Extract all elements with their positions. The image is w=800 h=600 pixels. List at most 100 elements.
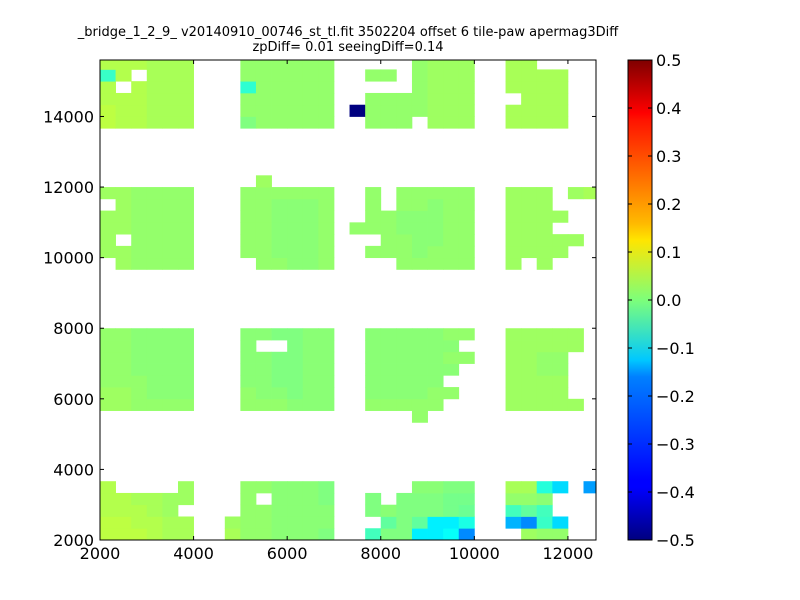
heatmap-cell [365,328,382,341]
heatmap-cell [146,116,163,129]
heatmap-cell [100,104,116,117]
heatmap-cell [458,481,475,494]
heatmap-cell [396,387,413,400]
heatmap-cell [458,528,475,541]
heatmap-cell [287,516,304,529]
heatmap-cell [583,481,597,494]
heatmap-cell [255,245,272,259]
heatmap-cell [146,340,163,353]
heatmap-cell [365,116,382,129]
heatmap-cell [318,92,335,106]
heatmap-cell [505,387,522,400]
heatmap-cell [178,60,194,70]
heatmap-cell [318,375,335,388]
heatmap-cell [427,340,444,353]
heatmap-cell [287,481,304,494]
heatmap-cell [271,257,288,270]
heatmap-cell [427,351,444,364]
heatmap-cell [411,328,428,341]
heatmap-cell [552,340,569,353]
heatmap-cell [162,234,179,247]
heatmap-cell [411,492,428,506]
heatmap-cell [536,387,553,400]
heatmap-cell [302,257,319,270]
heatmap-cell [287,210,304,223]
heatmap-cell [536,351,553,364]
heatmap-cell [505,481,522,494]
heatmap-cell [100,504,116,517]
heatmap-cell [396,328,413,341]
heatmap-cell [162,187,179,200]
heatmap-cell [380,104,397,117]
heatmap-cell [240,351,257,364]
heatmap-cell [287,81,304,94]
heatmap-cell [287,60,304,70]
heatmap-cell [240,492,257,506]
heatmap-cell [380,210,397,223]
heatmap-cell [505,187,522,200]
heatmap-cell [162,363,179,376]
heatmap-cell [396,257,413,270]
heatmap-cell [302,60,319,70]
colorbar-tick-label: 0.4 [656,99,681,118]
heatmap-cell [255,398,272,411]
heatmap-cell [458,210,475,223]
heatmap-cell [396,351,413,364]
heatmap-cell [115,198,132,211]
heatmap-cell [318,60,335,70]
heatmap-cell [443,198,460,211]
heatmap-cell [567,398,584,411]
heatmap-cell [396,116,413,129]
heatmap-cell [271,187,288,200]
plot-frame [99,59,597,541]
heatmap-cell [240,528,257,541]
heatmap-cell [396,363,413,376]
heatmap-cell [146,104,163,117]
heatmap-cell [552,375,569,388]
heatmap-cell [146,198,163,211]
heatmap-cell [396,528,413,541]
heatmap-cell [131,92,148,106]
heatmap-cell [318,351,335,364]
heatmap-cell [255,351,272,364]
heatmap-cell [521,60,538,70]
heatmap-cell [458,234,475,247]
heatmap-cell [115,363,132,376]
heatmap-cell [271,387,288,400]
chart-title: _bridge_1_2_9_ v20140910_00746_st_tl.fit… [77,25,619,40]
heatmap-cell [552,481,569,494]
heatmap-cell [427,504,444,517]
heatmap-cell [536,504,553,517]
heatmap-cell [427,398,444,411]
heatmap-cell [287,328,304,341]
heatmap-cell [162,328,179,341]
heatmap-cell [443,528,460,541]
heatmap-cell [521,528,538,541]
heatmap-cell [505,245,522,259]
heatmap-cell [178,69,194,82]
heatmap-cell [302,222,319,235]
heatmap-cell [302,245,319,259]
heatmap-cell [583,187,597,200]
heatmap-cell [365,245,382,259]
heatmap-cell [427,363,444,376]
heatmap-cell [100,210,116,223]
heatmap-cell [146,328,163,341]
heatmap-cell [318,222,335,235]
heatmap-cell [318,104,335,117]
heatmap-cell [552,328,569,341]
heatmap-cell [443,351,460,364]
heatmap-cell [162,528,179,541]
heatmap-cell [271,528,288,541]
heatmap-cell [365,69,382,82]
heatmap-cell [521,92,538,106]
heatmap-cell [411,104,428,117]
heatmap-cell [146,492,163,506]
x-tick-label: 2000 [80,544,121,563]
heatmap-cell [505,351,522,364]
heatmap-cell [240,245,257,259]
heatmap-cell [287,104,304,117]
heatmap-cell [302,351,319,364]
heatmap-cell [318,210,335,223]
heatmap-cell [318,69,335,82]
